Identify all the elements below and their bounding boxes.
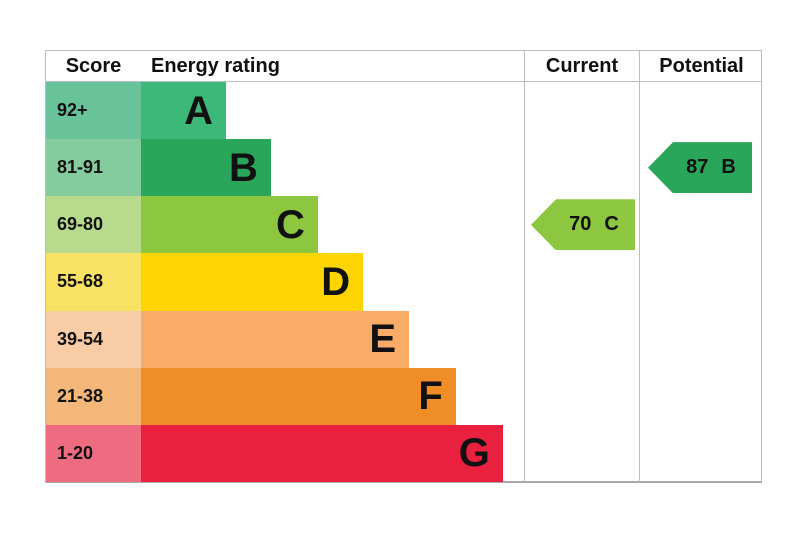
band-bar: C <box>141 196 318 254</box>
bar-area: E <box>141 310 524 368</box>
potential-arrow-slot: 87 B <box>640 139 763 196</box>
band-bar: F <box>141 367 456 425</box>
band-score-label: 39-54 <box>46 310 141 368</box>
band-letter: D <box>321 259 351 304</box>
band-row-f: 21-38 F <box>46 367 524 425</box>
band-bar: E <box>141 310 410 368</box>
band-row-e: 39-54 E <box>46 310 524 368</box>
band-letter: F <box>418 374 443 419</box>
band-letter: B <box>228 145 258 190</box>
band-row-c: 69-80 C <box>46 196 524 254</box>
band-score-label: 92+ <box>46 82 141 140</box>
band-row-b: 81-91 B <box>46 139 524 197</box>
potential-rating-arrow: 87 B <box>648 142 752 194</box>
potential-column: 87 B <box>639 82 763 482</box>
bar-area: C <box>141 196 524 254</box>
band-row-d: 55-68 D <box>46 253 524 311</box>
band-score-label: 1-20 <box>46 424 141 482</box>
current-rating-arrow: 70 C <box>531 199 635 251</box>
band-score-label: 21-38 <box>46 367 141 425</box>
potential-rating-band: B <box>721 156 736 179</box>
epc-rating-chart: Score Energy rating Current Potential 92… <box>45 50 762 483</box>
band-bar: B <box>141 139 271 197</box>
energy-rating-header: Energy rating <box>151 54 280 77</box>
chart-header-row: Score Energy rating Current Potential <box>46 51 761 82</box>
score-header: Score <box>65 54 122 77</box>
band-bar: A <box>141 82 227 140</box>
current-header: Current <box>524 51 639 81</box>
band-letter: E <box>369 317 397 362</box>
band-row-a: 92+ A <box>46 82 524 140</box>
band-letter: C <box>276 202 305 247</box>
band-score-label: 69-80 <box>46 196 141 254</box>
band-score-label: 81-91 <box>46 139 141 197</box>
band-bar: D <box>141 253 364 311</box>
chart-body: 92+ A 81-91 B 69-80 <box>46 82 761 482</box>
bar-area: A <box>141 82 524 140</box>
bar-area: D <box>141 253 524 311</box>
band-rows: 92+ A 81-91 B 69-80 <box>46 82 524 482</box>
current-column: 70 C <box>524 82 639 482</box>
band-letter: G <box>458 431 490 476</box>
potential-rating-value: 87 <box>686 156 709 179</box>
bar-area: B <box>141 139 524 197</box>
current-rating-value: 70 <box>569 213 592 236</box>
bar-area: F <box>141 367 524 425</box>
current-arrow-slot: 70 C <box>525 196 639 253</box>
potential-header: Potential <box>639 51 763 81</box>
band-bar: G <box>141 424 503 482</box>
current-rating-band: C <box>604 213 619 236</box>
bar-area: G <box>141 424 524 482</box>
band-row-g: 1-20 G <box>46 424 524 482</box>
band-letter: A <box>184 88 214 133</box>
band-score-label: 55-68 <box>46 253 141 311</box>
